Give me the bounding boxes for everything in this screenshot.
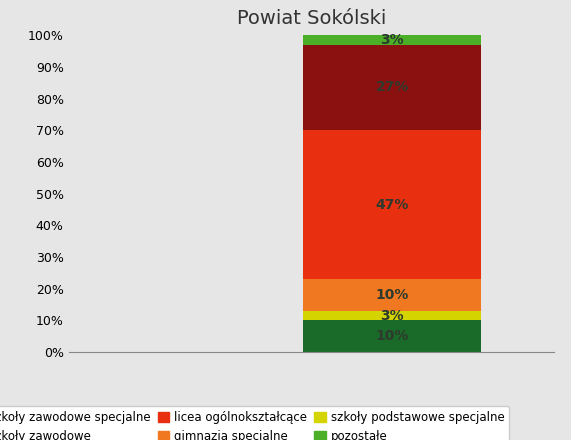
Text: 27%: 27% — [375, 81, 409, 95]
Text: 3%: 3% — [380, 33, 404, 47]
Bar — [303, 320, 481, 352]
Text: 47%: 47% — [375, 198, 409, 212]
Legend: szkoły zawodowe specjalne, szkoły zawodowe, licea ogólnokształcące, gimnazja spe: szkoły zawodowe specjalne, szkoły zawodo… — [0, 406, 509, 440]
Text: 3%: 3% — [380, 308, 404, 323]
Text: 10%: 10% — [375, 329, 409, 343]
Bar — [303, 311, 481, 320]
Text: 10%: 10% — [375, 288, 409, 302]
Bar — [303, 45, 481, 130]
Bar — [303, 279, 481, 311]
Bar — [303, 130, 481, 279]
Bar — [303, 35, 481, 45]
Title: Powiat Sokólski: Powiat Sokólski — [236, 9, 386, 28]
